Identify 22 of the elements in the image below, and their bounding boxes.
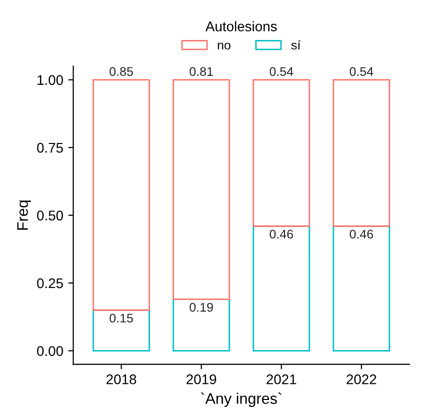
x-tick-label: 2022 — [346, 374, 376, 384]
data-label: 0.54 — [350, 67, 374, 76]
y-axis-title: Freq — [17, 200, 31, 230]
y-tick-label: 0.75 — [37, 142, 63, 153]
y-tick-label: 1.00 — [38, 75, 64, 85]
data-label: 0.46 — [270, 230, 293, 239]
data-label: 0.81 — [190, 67, 213, 76]
x-axis-title: `Any ingres` — [200, 392, 282, 407]
data-label: 0.15 — [110, 314, 133, 323]
x-tick-label: 2019 — [186, 374, 216, 384]
legend-label: no — [218, 42, 230, 50]
y-tick-label: 0.25 — [37, 278, 63, 288]
x-tick-label: 2018 — [106, 374, 136, 384]
legend-title: Autolesions — [205, 21, 277, 32]
x-tick-label: 2021 — [266, 374, 296, 384]
y-tick-label: 0.00 — [37, 346, 64, 356]
data-label: 0.85 — [110, 67, 133, 76]
data-label: 0.19 — [190, 302, 213, 312]
data-label: 0.54 — [270, 67, 294, 76]
legend-label: sí — [291, 40, 301, 50]
data-label: 0.46 — [350, 230, 374, 239]
y-tick-label: 0.50 — [37, 210, 64, 220]
